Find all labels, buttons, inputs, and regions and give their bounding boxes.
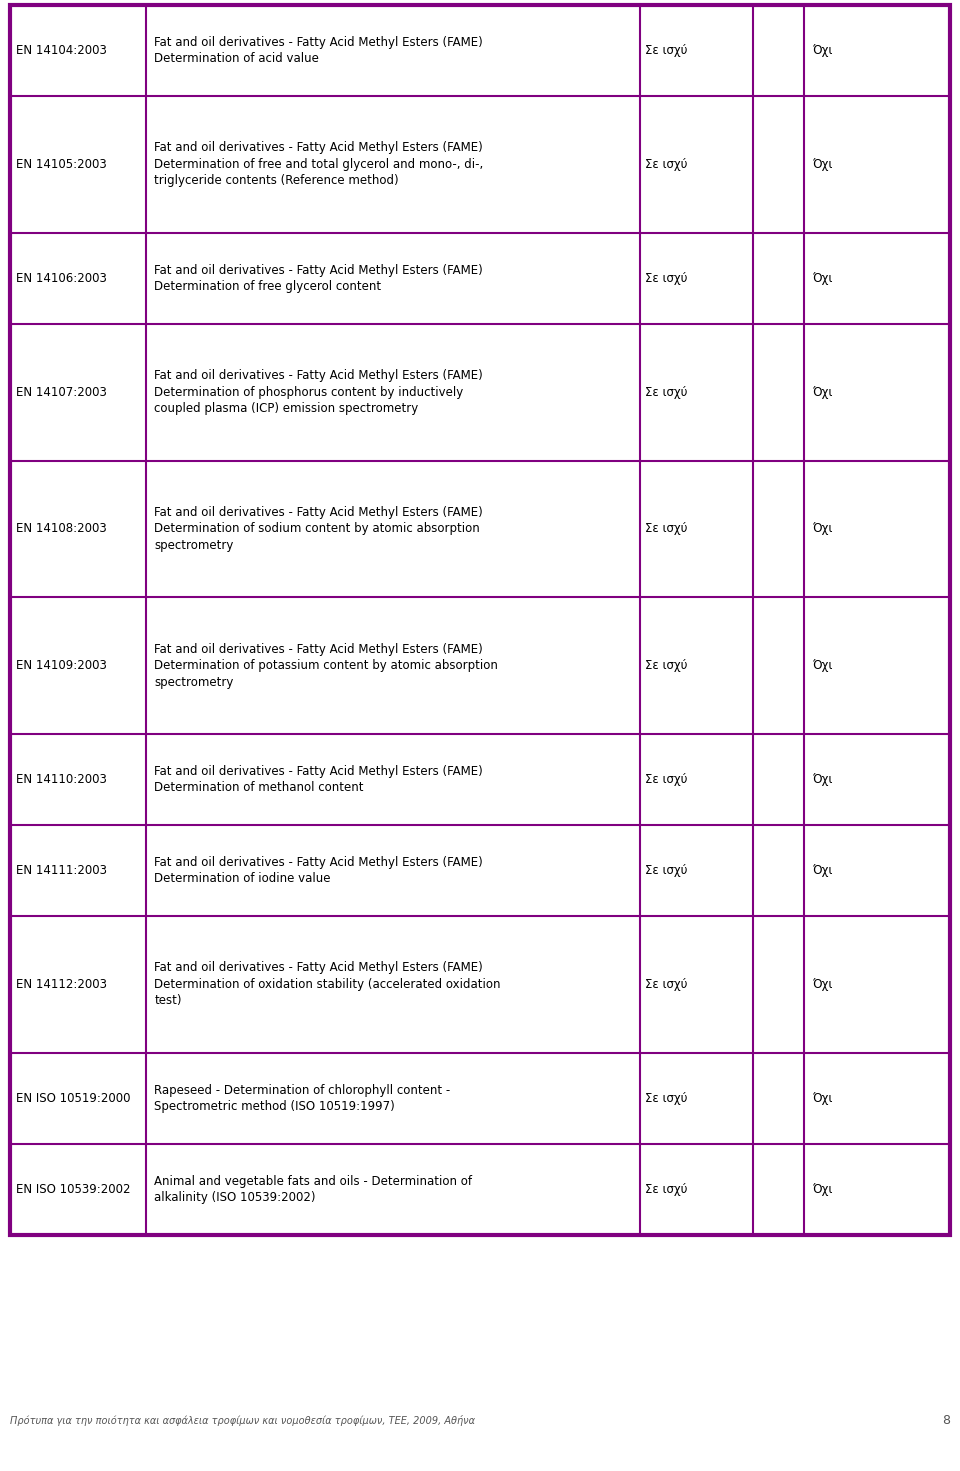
Text: Όχι: Όχι xyxy=(812,522,832,535)
Text: Σε ισχύ: Σε ισχύ xyxy=(645,772,687,786)
Text: Σε ισχύ: Σε ισχύ xyxy=(645,44,687,57)
Text: EN 14106:2003: EN 14106:2003 xyxy=(16,272,107,285)
Text: EN 14107:2003: EN 14107:2003 xyxy=(16,385,107,399)
Text: EN 14109:2003: EN 14109:2003 xyxy=(16,659,107,672)
Text: Rapeseed - Determination of chlorophyll content -
Spectrometric method (ISO 1051: Rapeseed - Determination of chlorophyll … xyxy=(155,1084,450,1114)
Text: Fat and oil derivatives - Fatty Acid Methyl Esters (FAME)
Determination of free : Fat and oil derivatives - Fatty Acid Met… xyxy=(155,263,483,293)
Text: Όχι: Όχι xyxy=(812,863,832,877)
Text: EN 14112:2003: EN 14112:2003 xyxy=(16,978,107,991)
Text: Σε ισχύ: Σε ισχύ xyxy=(645,385,687,399)
Text: EN 14105:2003: EN 14105:2003 xyxy=(16,157,107,171)
Text: Fat and oil derivatives - Fatty Acid Methyl Esters (FAME)
Determination of metha: Fat and oil derivatives - Fatty Acid Met… xyxy=(155,765,483,794)
Text: Σε ισχύ: Σε ισχύ xyxy=(645,659,687,672)
Text: Fat and oil derivatives - Fatty Acid Methyl Esters (FAME)
Determination of acid : Fat and oil derivatives - Fatty Acid Met… xyxy=(155,35,483,65)
Text: Όχι: Όχι xyxy=(812,385,832,399)
Text: Πρότυπα για την ποιότητα και ασφάλεια τροφίμων και νομοθεσία τροφίμων, TEE, 2009: Πρότυπα για την ποιότητα και ασφάλεια τρ… xyxy=(10,1415,475,1425)
Text: Σε ισχύ: Σε ισχύ xyxy=(645,1091,687,1105)
Text: Όχι: Όχι xyxy=(812,978,832,991)
Text: Σε ισχύ: Σε ισχύ xyxy=(645,863,687,877)
Text: Όχι: Όχι xyxy=(812,1091,832,1105)
Text: Fat and oil derivatives - Fatty Acid Methyl Esters (FAME)
Determination of sodiu: Fat and oil derivatives - Fatty Acid Met… xyxy=(155,506,483,552)
Text: Σε ισχύ: Σε ισχύ xyxy=(645,978,687,991)
Text: EN ISO 10519:2000: EN ISO 10519:2000 xyxy=(16,1091,131,1105)
Text: Fat and oil derivatives - Fatty Acid Methyl Esters (FAME)
Determination of free : Fat and oil derivatives - Fatty Acid Met… xyxy=(155,141,484,187)
Text: EN 14110:2003: EN 14110:2003 xyxy=(16,772,107,786)
Text: Fat and oil derivatives - Fatty Acid Methyl Esters (FAME)
Determination of phosp: Fat and oil derivatives - Fatty Acid Met… xyxy=(155,369,483,415)
Text: Fat and oil derivatives - Fatty Acid Methyl Esters (FAME)
Determination of potas: Fat and oil derivatives - Fatty Acid Met… xyxy=(155,643,498,688)
Text: Σε ισχύ: Σε ισχύ xyxy=(645,1183,687,1196)
Text: Όχι: Όχι xyxy=(812,44,832,57)
Text: Όχι: Όχι xyxy=(812,157,832,171)
Bar xyxy=(10,4,950,1236)
Text: Fat and oil derivatives - Fatty Acid Methyl Esters (FAME)
Determination of iodin: Fat and oil derivatives - Fatty Acid Met… xyxy=(155,856,483,886)
Text: EN 14111:2003: EN 14111:2003 xyxy=(16,863,107,877)
Text: Όχι: Όχι xyxy=(812,659,832,672)
Text: EN 14108:2003: EN 14108:2003 xyxy=(16,522,107,535)
Text: Όχι: Όχι xyxy=(812,1183,832,1196)
Text: 8: 8 xyxy=(942,1414,950,1427)
Bar xyxy=(10,4,950,1236)
Text: Fat and oil derivatives - Fatty Acid Methyl Esters (FAME)
Determination of oxida: Fat and oil derivatives - Fatty Acid Met… xyxy=(155,962,501,1008)
Text: Σε ισχύ: Σε ισχύ xyxy=(645,157,687,171)
Text: EN ISO 10539:2002: EN ISO 10539:2002 xyxy=(16,1183,131,1196)
Text: Σε ισχύ: Σε ισχύ xyxy=(645,522,687,535)
Text: Animal and vegetable fats and oils - Determination of
alkalinity (ISO 10539:2002: Animal and vegetable fats and oils - Det… xyxy=(155,1175,472,1205)
Text: EN 14104:2003: EN 14104:2003 xyxy=(16,44,107,57)
Text: Σε ισχύ: Σε ισχύ xyxy=(645,272,687,285)
Text: Όχι: Όχι xyxy=(812,772,832,786)
Text: Όχι: Όχι xyxy=(812,272,832,285)
